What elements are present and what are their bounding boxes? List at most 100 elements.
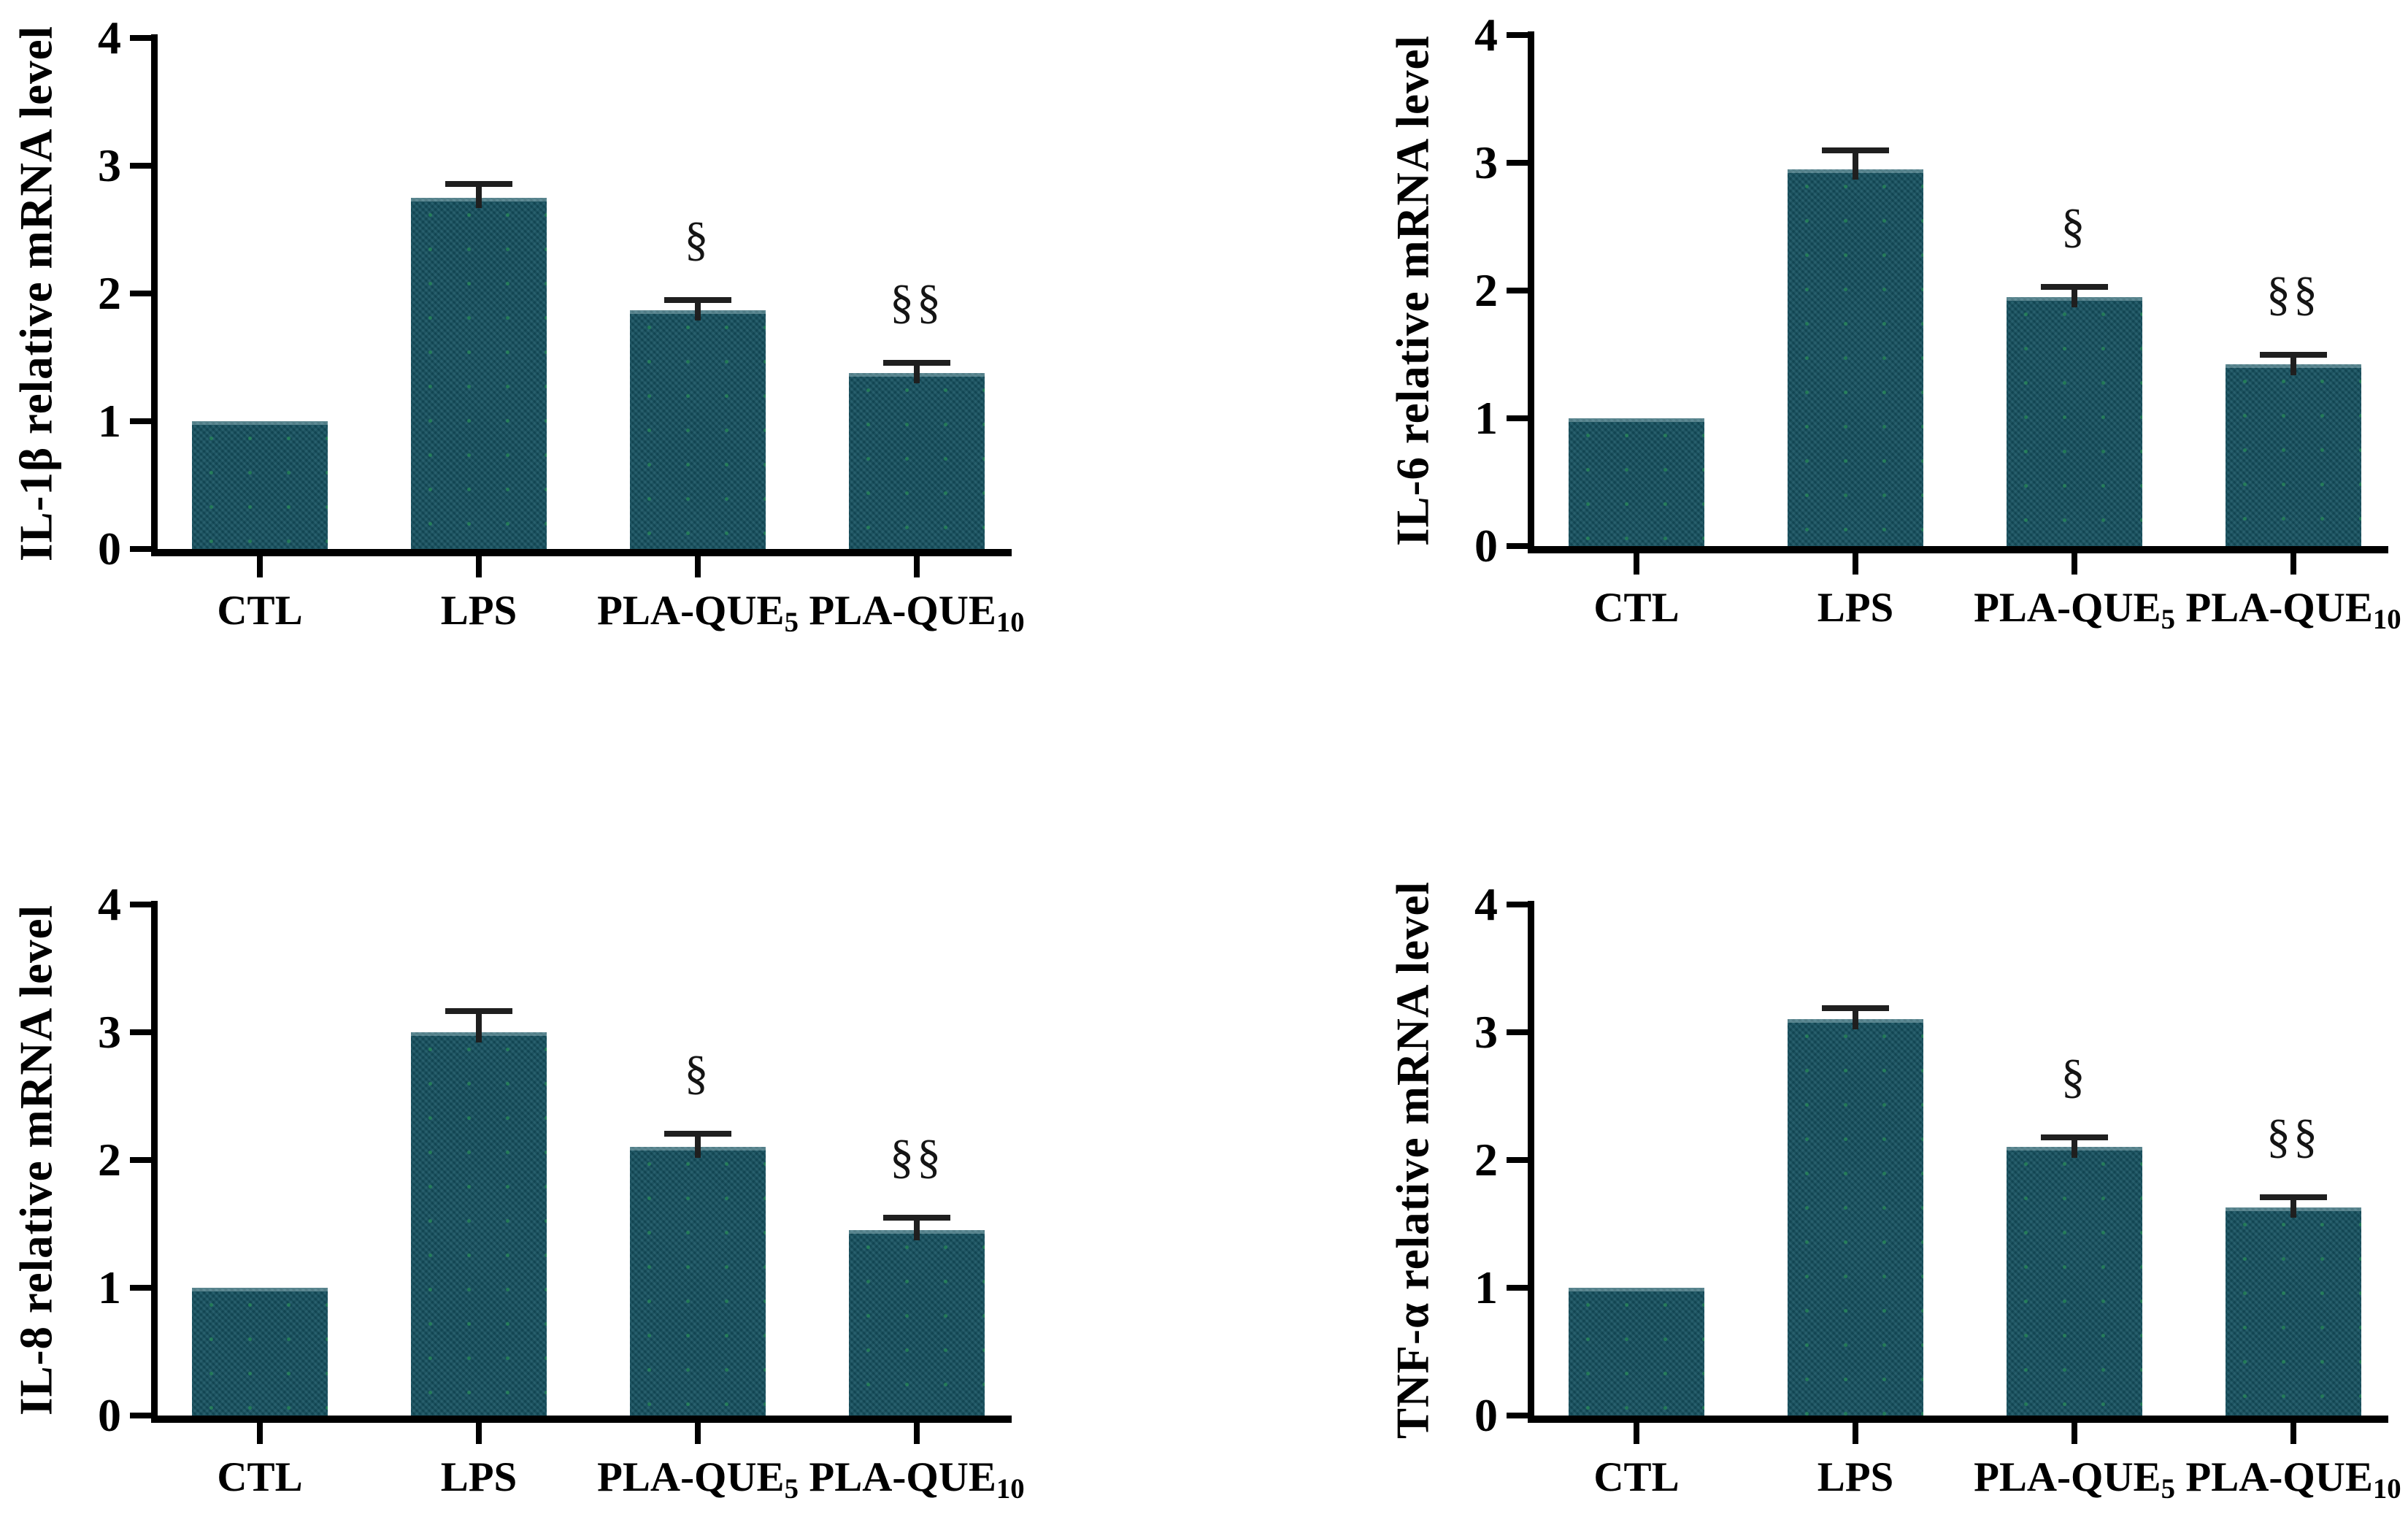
category-label-subscript: 10: [2372, 1472, 2401, 1505]
error-bar-stem: [476, 181, 482, 208]
category-label: LPS: [1702, 584, 2009, 632]
error-bar-cap: [664, 297, 731, 303]
bar: [630, 310, 766, 549]
y-axis-tick-label: 2: [98, 267, 121, 319]
y-axis-tick: [1507, 1285, 1528, 1291]
significance-marker: §: [2061, 199, 2088, 253]
error-bar-cap: [883, 1215, 950, 1221]
error-bar-stem: [2290, 352, 2296, 375]
y-axis-tick-label: 3: [1474, 1006, 1498, 1058]
category-label: CTL: [107, 587, 413, 635]
y-axis-tick-label: 1: [98, 1261, 121, 1313]
category-label-text: PLA-QUE: [2185, 585, 2373, 631]
significance-marker: §§: [2266, 1110, 2320, 1163]
y-axis-tick: [1507, 415, 1528, 421]
error-bar-cap: [2041, 284, 2108, 290]
y-axis-tick-label: 3: [98, 139, 121, 191]
category-label: CTL: [1483, 1453, 1790, 1502]
x-axis-tick: [257, 1423, 263, 1444]
x-axis-tick: [1853, 1423, 1858, 1444]
y-axis-tick-label: 0: [1474, 1389, 1498, 1441]
bar: [411, 1032, 547, 1416]
error-bar-stem: [2072, 284, 2077, 307]
category-label: PLA-QUE5: [545, 1453, 851, 1506]
y-axis-tick: [130, 291, 151, 296]
y-axis-line: [1528, 31, 1534, 553]
significance-marker: §§: [2266, 267, 2320, 320]
y-axis-tick: [130, 902, 151, 907]
category-label-text: CTL: [217, 1454, 303, 1500]
error-bar-cap: [2260, 1194, 2327, 1200]
bar: [2226, 1207, 2361, 1416]
bar: [2007, 297, 2142, 546]
category-label-subscript: 10: [996, 1472, 1025, 1505]
error-bar-stem: [476, 1008, 482, 1042]
category-label-subscript: 5: [784, 606, 799, 638]
error-bar-cap: [2260, 352, 2327, 358]
bar-chart-plot: IL-8 relative mRNA level 0 1 2 3 4 CTL LPS § PLA-…: [11, 878, 1025, 1505]
y-axis-line: [151, 34, 158, 556]
significance-marker: §: [684, 212, 712, 266]
y-axis-tick: [1507, 543, 1528, 549]
y-axis-tick: [130, 1285, 151, 1291]
y-axis-tick: [130, 1157, 151, 1163]
bar: [2007, 1147, 2142, 1416]
y-axis-tick-label: 2: [1474, 1134, 1498, 1186]
x-axis-line: [151, 1416, 1012, 1423]
error-bar-cap: [1822, 147, 1889, 153]
y-axis-tick-label: 2: [98, 1134, 121, 1186]
x-axis-tick: [1634, 553, 1639, 575]
bar: [192, 421, 328, 549]
category-label-subscript: 5: [2161, 603, 2175, 635]
category-label-text: PLA-QUE: [2185, 1454, 2373, 1500]
category-label-subscript: 10: [2372, 603, 2401, 635]
bar: [411, 198, 547, 549]
y-axis-tick: [1507, 1413, 1528, 1418]
error-bar-cap: [883, 360, 950, 366]
x-axis-tick: [257, 556, 263, 577]
bar: [2226, 364, 2361, 546]
category-label: LPS: [326, 1453, 632, 1502]
y-axis-tick-label: 4: [98, 878, 121, 930]
error-bar-stem: [2072, 1134, 2077, 1158]
y-axis-tick: [130, 418, 151, 424]
category-label-text: LPS: [1817, 1454, 1894, 1500]
bar: [1788, 1019, 1923, 1416]
category-label: PLA-QUE10: [763, 1453, 1070, 1506]
error-bar-stem: [2290, 1194, 2296, 1218]
category-label-text: LPS: [1817, 585, 1894, 631]
x-axis-tick: [476, 1423, 482, 1444]
bar-chart-plot: IL-1β relative mRNA level 0 1 2 3 4 CTL LPS § PLA…: [11, 12, 1025, 638]
bar: [849, 1230, 985, 1416]
y-axis-tick-label: 0: [98, 523, 121, 575]
category-label-subscript: 5: [2161, 1472, 2175, 1505]
y-axis-tick-label: 0: [1474, 520, 1498, 572]
y-axis-tick: [1507, 32, 1528, 38]
y-axis-tick: [130, 546, 151, 552]
x-axis-tick: [2290, 1423, 2296, 1444]
category-label-text: PLA-QUE: [1974, 1454, 2161, 1500]
error-bar-cap: [664, 1131, 731, 1137]
category-label-text: PLA-QUE: [597, 1454, 785, 1500]
y-axis-tick: [1507, 160, 1528, 166]
category-label: PLA-QUE10: [763, 587, 1070, 640]
category-label: PLA-QUE5: [1921, 1453, 2228, 1506]
bar: [849, 373, 985, 549]
x-axis-tick: [914, 556, 920, 577]
y-axis-line: [1528, 901, 1534, 1422]
category-label: CTL: [1483, 584, 1790, 632]
y-axis-tick-label: 4: [1474, 878, 1498, 930]
error-bar-stem: [695, 297, 701, 320]
error-bar-stem: [914, 360, 920, 383]
y-axis-tick: [1507, 1157, 1528, 1163]
category-label-subscript: 5: [784, 1472, 799, 1505]
x-axis-tick: [2072, 553, 2077, 575]
error-bar-cap: [1822, 1005, 1889, 1011]
x-axis-tick: [695, 556, 701, 577]
error-bar-stem: [695, 1131, 701, 1158]
error-bar-stem: [1853, 147, 1858, 180]
y-axis-tick-label: 1: [1474, 1261, 1498, 1313]
significance-marker: §: [2061, 1050, 2088, 1103]
category-label-text: CTL: [1593, 585, 1680, 631]
